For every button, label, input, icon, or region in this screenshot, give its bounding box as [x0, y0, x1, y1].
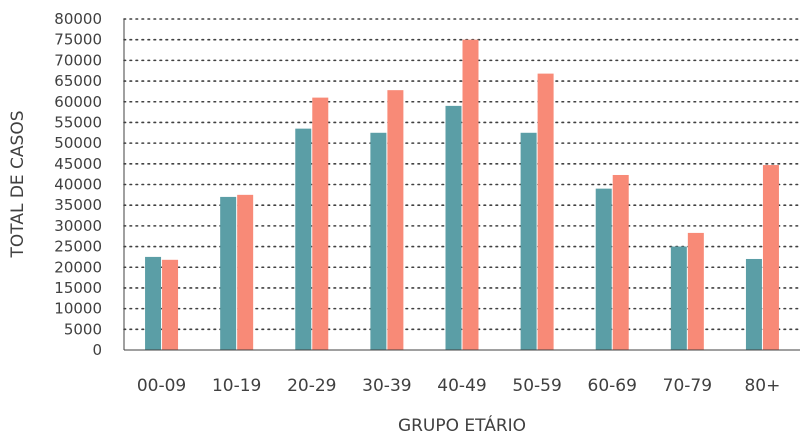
y-tick-label: 45000: [54, 155, 102, 173]
axes: [123, 19, 800, 351]
bar-series-2-70-79: [687, 232, 704, 350]
bar-series-2-20-29: [312, 97, 329, 350]
y-tick-label: 70000: [54, 51, 102, 69]
y-tick-label: 30000: [54, 217, 102, 235]
bars: [145, 39, 779, 351]
bar-series-2-80+: [762, 165, 779, 350]
bar-series-1-10-19: [220, 196, 237, 350]
x-tick-label: 20-29: [287, 376, 336, 396]
bar-series-1-70-79: [670, 246, 687, 350]
x-tick-label: 70-79: [663, 376, 712, 396]
bar-series-1-60-69: [595, 188, 612, 350]
bar-series-2-50-59: [537, 73, 554, 351]
bar-series-1-00-09: [145, 256, 162, 350]
x-axis-title: GRUPO ETÁRIO: [398, 414, 526, 434]
bar-series-1-50-59: [520, 132, 537, 350]
y-tick-label: 60000: [54, 93, 102, 111]
y-tick-label: 35000: [54, 196, 102, 214]
bar-series-1-40-49: [445, 105, 462, 350]
y-tick-labels: 0 5000 10000 15000 20000 25000 30000 35000 40000…: [54, 10, 102, 359]
bar-series-1-30-39: [370, 132, 387, 350]
bar-series-2-10-19: [237, 194, 254, 350]
y-tick-label: 15000: [54, 279, 102, 297]
y-tick-label: 65000: [54, 72, 102, 90]
bar-series-1-20-29: [295, 128, 312, 350]
bar-series-2-60-69: [612, 174, 629, 350]
x-tick-label: 00-09: [137, 376, 186, 396]
y-tick-label: 55000: [54, 113, 102, 131]
x-tick-label: 50-59: [512, 376, 561, 396]
y-tick-label: 5000: [64, 320, 102, 338]
y-tick-label: 25000: [54, 238, 102, 256]
gridlines: [123, 18, 801, 331]
x-tick-label: 30-39: [362, 376, 411, 396]
x-tick-labels: 00-09 10-19 20-29 30-39 40-49 50-59 60-69 70-79…: [137, 376, 781, 396]
y-tick-label: 40000: [54, 176, 102, 194]
y-tick-label: 50000: [54, 134, 102, 152]
bar-series-1-80+: [745, 258, 762, 350]
x-tick-label: 60-69: [588, 376, 637, 396]
y-tick-label: 20000: [54, 258, 102, 276]
bar-series-2-00-09: [162, 259, 179, 350]
bar-series-2-30-39: [387, 90, 404, 350]
y-axis-title: TOTAL DE CASOS: [8, 110, 28, 258]
bar-series-2-40-49: [462, 39, 479, 350]
x-tick-label: 10-19: [212, 376, 261, 396]
x-tick-label: 40-49: [437, 376, 486, 396]
y-tick-label: 0: [92, 341, 102, 359]
x-tick-label: 80+: [744, 376, 780, 396]
y-tick-label: 75000: [54, 31, 102, 49]
y-tick-label: 80000: [54, 10, 102, 28]
y-tick-label: 10000: [54, 300, 102, 318]
